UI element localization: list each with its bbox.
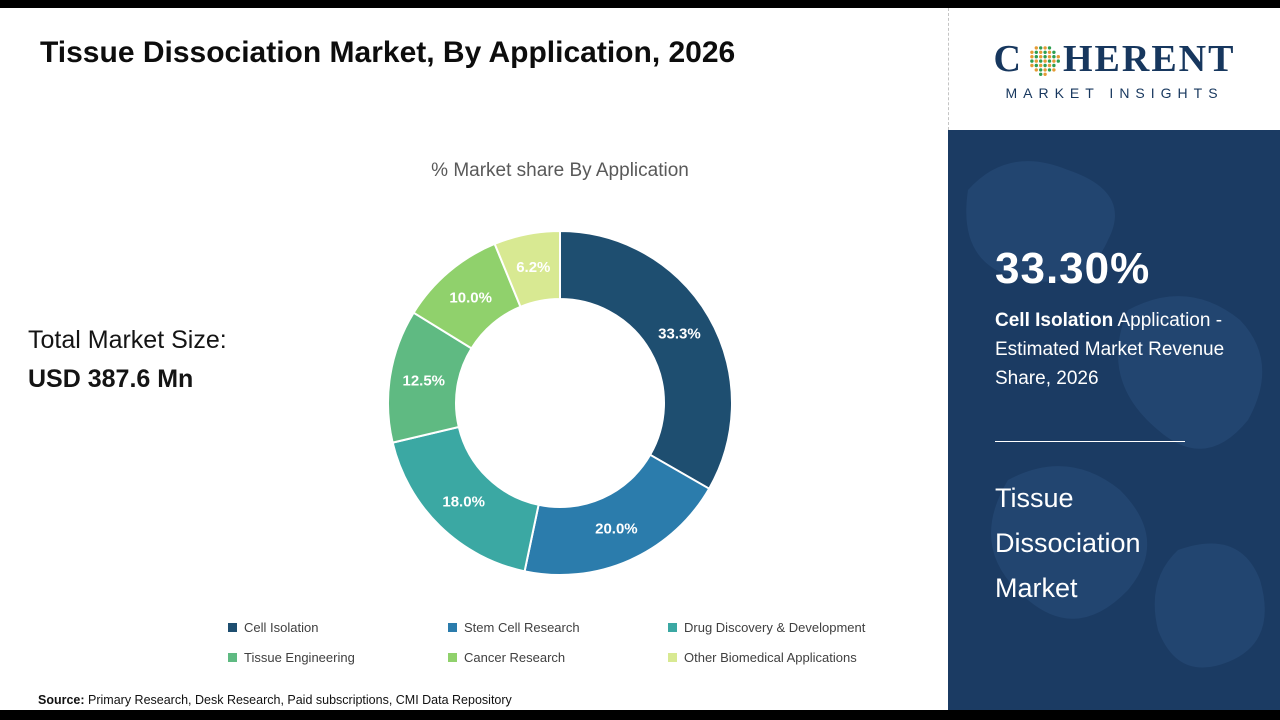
stat-desc-rest: Application - Estimated Market Revenue S… (995, 310, 1225, 389)
donut-slice (523, 453, 711, 576)
market-name: Tissue Dissociation Market (995, 476, 1244, 611)
donut-slice (559, 229, 733, 491)
legend-item-other-biomedical: Other Biomedical Applications (668, 650, 918, 665)
legend-swatch-icon (448, 623, 457, 632)
highlight-stat-description: Cell Isolation Application - Estimated M… (995, 306, 1235, 393)
total-market-size-value: USD 387.6 Mn (28, 365, 194, 393)
logo-word-rest: HERENT (1062, 38, 1236, 80)
donut-slice (493, 229, 561, 309)
stat-desc-bold: Cell Isolation (995, 310, 1114, 331)
legend-label: Drug Discovery & Development (684, 620, 866, 635)
source-label: Source: (38, 693, 85, 707)
sidebar-divider (995, 441, 1185, 442)
legend-swatch-icon (668, 623, 677, 632)
logo-wordmark: C HERENT (994, 37, 1236, 81)
legend-item-drug-discovery: Drug Discovery & Development (668, 620, 918, 635)
legend-swatch-icon (228, 623, 237, 632)
slice-percentage-label: 20.0% (595, 520, 638, 537)
donut-chart-svg: 33.3% 20.0% 18.0% 12.5% 10.0% 6.2% (387, 229, 733, 576)
slice-percentage-label: 10.0% (449, 289, 492, 306)
sidebar-content: 33.30% Cell Isolation Application - Esti… (995, 244, 1244, 611)
legend-swatch-icon (668, 653, 677, 662)
legend-label: Other Biomedical Applications (684, 650, 857, 665)
legend-label: Cell Isolation (244, 620, 319, 635)
market-name-line-3: Market (995, 573, 1078, 603)
globe-icon (1030, 46, 1060, 76)
legend-label: Cancer Research (464, 650, 566, 665)
chart-title: % Market share By Application (431, 160, 689, 181)
world-map-decoration (966, 161, 1265, 668)
legend-label: Stem Cell Research (464, 620, 580, 635)
donut-chart: 33.3% 20.0% 18.0% 12.5% 10.0% 6.2% (378, 221, 742, 585)
logo-tagline: MARKET INSIGHTS (1005, 85, 1224, 101)
logo-letter-c: C (993, 38, 1023, 80)
slice-percentage-label: 6.2% (516, 259, 550, 276)
legend-swatch-icon (448, 653, 457, 662)
page-title: Tissue Dissociation Market, By Applicati… (40, 36, 736, 69)
legend-swatch-icon (228, 653, 237, 662)
total-market-size-label: Total Market Size: (28, 326, 227, 354)
top-black-bar (0, 0, 1280, 8)
source-note: Source: Primary Research, Desk Research,… (38, 693, 512, 707)
right-column: C HERENT MARKET INSIGHTS 33.30% Cell Iso… (948, 8, 1280, 710)
legend-item-cell-isolation: Cell Isolation (228, 620, 448, 635)
company-logo: C HERENT MARKET INSIGHTS (948, 8, 1280, 130)
bottom-black-bar (0, 710, 1280, 720)
market-name-line-1: Tissue (995, 483, 1074, 513)
slice-percentage-label: 33.3% (658, 325, 701, 342)
highlight-sidebar: 33.30% Cell Isolation Application - Esti… (948, 130, 1280, 710)
slice-percentage-label: 12.5% (402, 372, 445, 389)
legend-item-cancer-research: Cancer Research (448, 650, 668, 665)
highlight-stat-value: 33.30% (995, 244, 1151, 293)
legend-item-tissue-engineering: Tissue Engineering (228, 650, 448, 665)
chart-legend: Cell Isolation Stem Cell Research Drug D… (228, 620, 918, 665)
total-market-size-block: Total Market Size: USD 387.6 Mn (28, 326, 227, 394)
legend-label: Tissue Engineering (244, 650, 355, 665)
market-name-line-2: Dissociation (995, 528, 1141, 558)
slice-percentage-label: 18.0% (442, 493, 485, 510)
legend-item-stem-cell-research: Stem Cell Research (448, 620, 668, 635)
source-text: Primary Research, Desk Research, Paid su… (84, 693, 512, 707)
